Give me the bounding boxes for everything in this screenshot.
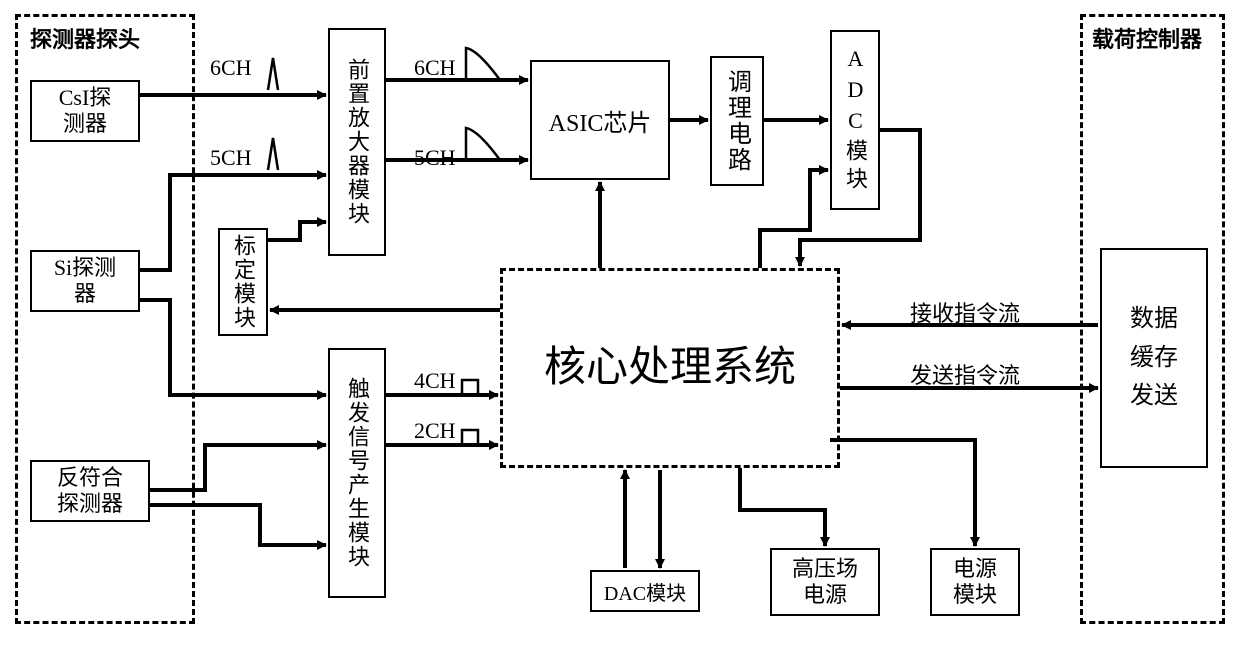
conditioning-circuit-box: 调理电路 (710, 56, 764, 186)
ch2-label: 2CH (414, 418, 456, 444)
detector-probe-title: 探测器探头 (30, 22, 140, 54)
trigger-label: 触发信号产生模块 (341, 377, 373, 569)
core-label: 核心处理系统 (544, 341, 796, 396)
asic-label: ASIC芯片 (549, 103, 652, 138)
csi-detector-box: CsI探测器 (30, 80, 140, 142)
calib-label: 标定模块 (227, 234, 259, 330)
power-label: 电源模块 (953, 556, 997, 609)
ch4-label: 4CH (414, 368, 456, 394)
anti-coincidence-box: 反符合探测器 (30, 460, 150, 522)
anti-label: 反符合探测器 (57, 465, 123, 518)
asic-chip-box: ASIC芯片 (530, 60, 670, 180)
si-label: Si探测器 (54, 255, 116, 308)
dac-label: DAC模块 (604, 577, 686, 606)
tx-cmd-label: 发送指令流 (910, 358, 1020, 390)
databuf-label: 数据缓存发送 (1130, 300, 1178, 415)
ch6-label-a: 6CH (210, 55, 252, 81)
payload-controller-title: 载荷控制器 (1092, 22, 1202, 54)
hv-power-box: 高压场电源 (770, 548, 880, 616)
calibration-module-box: 标定模块 (218, 228, 268, 336)
ch5-label-a: 5CH (210, 145, 252, 171)
adc-label: ADC模块 (839, 46, 871, 195)
trigger-module-box: 触发信号产生模块 (328, 348, 386, 598)
adc-module-box: ADC模块 (830, 30, 880, 210)
dac-module-box: DAC模块 (590, 570, 700, 612)
ch5-label-b: 5CH (414, 145, 456, 171)
core-processing-system: 核心处理系统 (500, 268, 840, 468)
si-detector-box: Si探测器 (30, 250, 140, 312)
preamp-label: 前置放大器模块 (341, 58, 373, 226)
hv-label: 高压场电源 (792, 556, 858, 609)
preamp-module-box: 前置放大器模块 (328, 28, 386, 256)
cond-label: 调理电路 (720, 69, 755, 173)
csi-label: CsI探测器 (59, 85, 112, 138)
rx-cmd-label: 接收指令流 (910, 296, 1020, 328)
ch6-label-b: 6CH (414, 55, 456, 81)
power-module-box: 电源模块 (930, 548, 1020, 616)
data-buffer-box: 数据缓存发送 (1100, 248, 1208, 468)
